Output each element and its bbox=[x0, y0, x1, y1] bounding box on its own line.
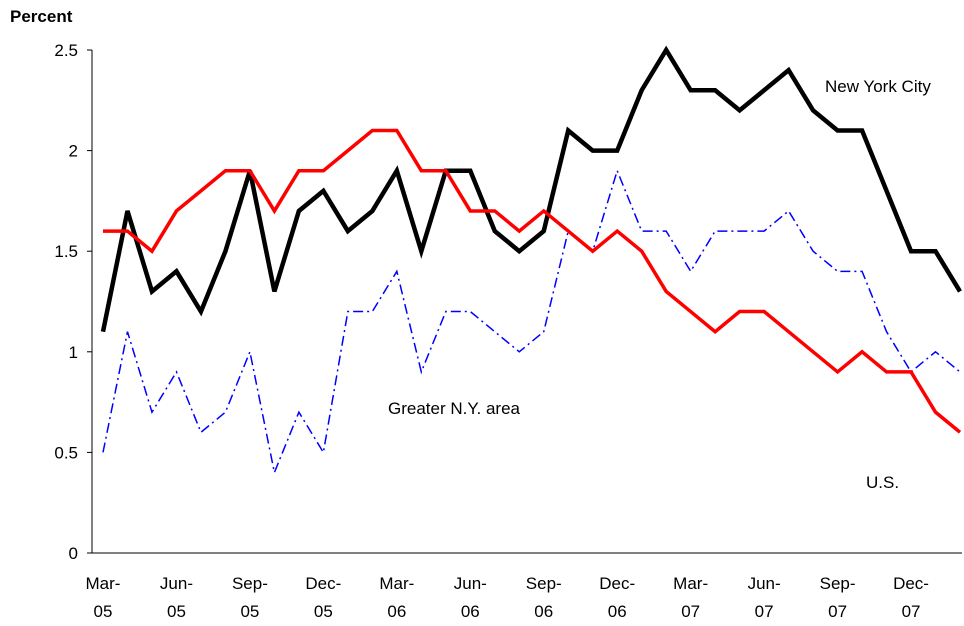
series-line bbox=[102, 168, 961, 476]
x-tick-label: Sep-06 bbox=[526, 574, 562, 621]
y-tick-label: 1.5 bbox=[54, 242, 78, 261]
x-tick-label: Dec-07 bbox=[893, 574, 929, 621]
y-tick-label: 1 bbox=[69, 343, 78, 362]
series-line bbox=[100, 45, 962, 333]
x-tick-label: Sep-07 bbox=[820, 574, 856, 621]
series-label: Greater N.Y. area bbox=[388, 399, 521, 418]
x-tick-label: Mar-06 bbox=[379, 574, 414, 621]
y-tick-label: 0 bbox=[69, 544, 78, 563]
x-tick-label: Dec-05 bbox=[305, 574, 341, 621]
series-label: New York City bbox=[825, 77, 931, 96]
x-tick-label: Jun-06 bbox=[454, 574, 487, 621]
series-line bbox=[103, 128, 962, 434]
x-tick-label: Mar-05 bbox=[86, 574, 121, 621]
x-tick-label: Mar-07 bbox=[673, 574, 708, 621]
series-label: U.S. bbox=[866, 473, 899, 492]
y-tick-label: 2 bbox=[69, 142, 78, 161]
x-tick-label: Sep-05 bbox=[232, 574, 268, 621]
y-tick-label: 2.5 bbox=[54, 41, 78, 60]
y-axis-title: Percent bbox=[10, 7, 73, 26]
y-tick-label: 0.5 bbox=[54, 443, 78, 462]
x-tick-label: Jun-07 bbox=[748, 574, 781, 621]
x-tick-label: Dec-06 bbox=[599, 574, 635, 621]
x-tick-label: Jun-05 bbox=[160, 574, 193, 621]
